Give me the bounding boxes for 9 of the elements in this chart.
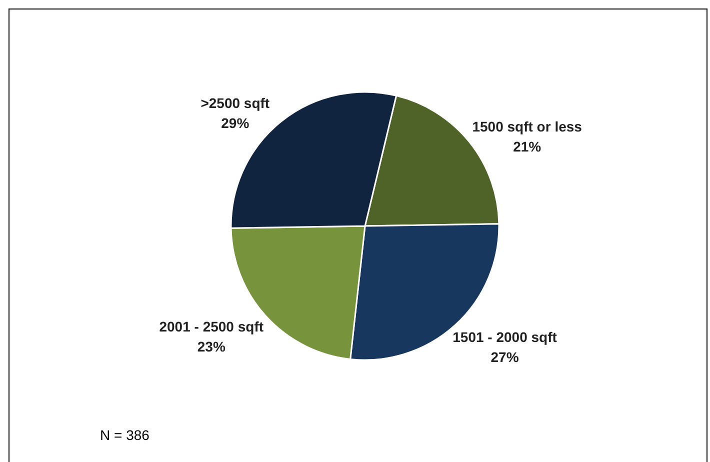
text: N = 386 [100, 427, 150, 443]
slice-label: 1501 - 2000 sqft [452, 328, 558, 345]
slice-label: 2001 - 2500 sqft [159, 318, 264, 335]
data-label: 29% [221, 114, 250, 131]
slice-label: 1500 sqft or less [472, 118, 582, 135]
data-label: 27% [490, 348, 520, 365]
data-label: 21% [513, 138, 542, 155]
data-label: 23% [197, 338, 226, 355]
slice-label: >2500 sqft [200, 94, 270, 111]
